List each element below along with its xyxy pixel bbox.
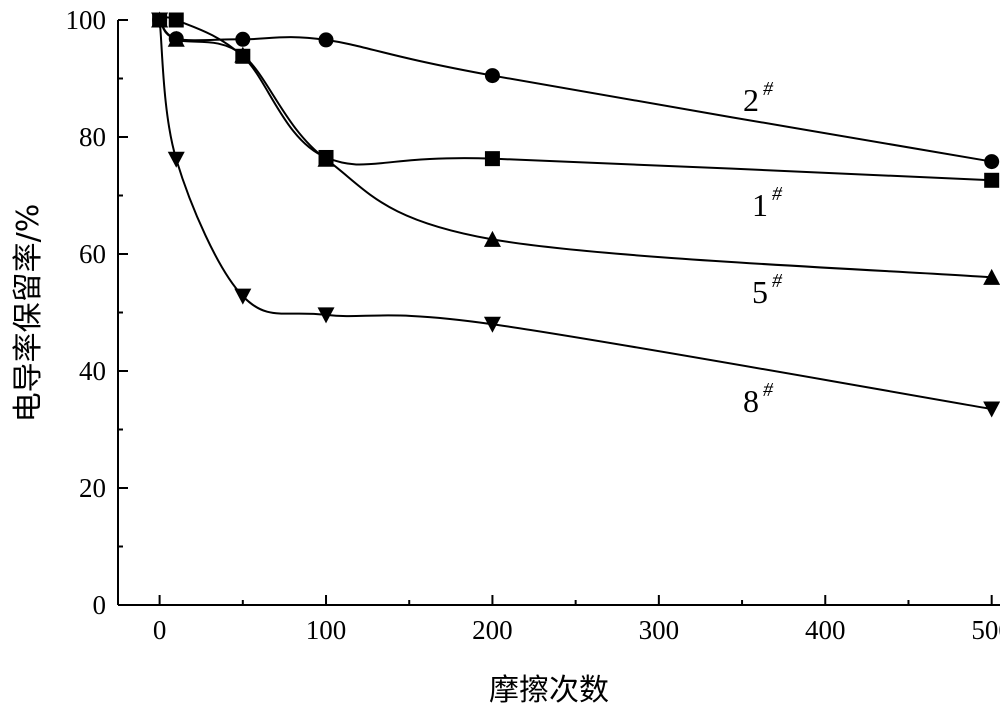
series-5-curve xyxy=(158,19,992,279)
triangle-up-marker xyxy=(983,268,1000,285)
x-tick-label: 200 xyxy=(472,615,513,645)
square-marker xyxy=(168,12,184,28)
series-1-label: 1 xyxy=(752,187,768,223)
series-2-label: 2 xyxy=(743,82,759,118)
y-axis-title: 电导率保留率/% xyxy=(11,204,46,423)
x-axis-title: 摩擦次数 xyxy=(489,673,609,708)
data-markers xyxy=(151,11,1000,418)
triangle-up-marker xyxy=(317,150,335,167)
circle-marker xyxy=(484,68,500,84)
triangle-up-marker xyxy=(483,230,501,247)
axes: 0 100 200 300 400 500 0 20 40 60 80 100 xyxy=(66,5,1000,645)
series-2-curve xyxy=(158,19,992,163)
y-tick-label: 80 xyxy=(79,122,106,152)
y-tick-label: 20 xyxy=(79,473,106,503)
x-tick-label: 0 xyxy=(153,615,167,645)
y-tick-label: 40 xyxy=(79,356,106,386)
triangle-up-marker xyxy=(167,30,185,47)
square-marker xyxy=(484,151,500,167)
x-tick-label: 500 xyxy=(971,615,1000,645)
triangle-down-marker xyxy=(151,12,169,29)
series-1-curve xyxy=(159,16,992,182)
triangle-down-marker xyxy=(234,288,252,305)
x-tick-label: 300 xyxy=(639,615,680,645)
triangle-down-marker xyxy=(483,316,501,333)
y-tick-label: 60 xyxy=(79,239,106,269)
x-tick-label: 100 xyxy=(306,615,347,645)
circle-marker xyxy=(984,154,1000,170)
series-8-label: 8 xyxy=(743,383,759,419)
series-5-label: 5 xyxy=(752,274,768,310)
series-8-label-sup: # xyxy=(763,379,774,401)
series-labels: 2 #1 #5 #8 # xyxy=(743,78,783,419)
circle-marker xyxy=(235,31,251,47)
triangle-down-marker xyxy=(983,401,1000,418)
series-1-label-sup: # xyxy=(772,183,783,205)
x-tick-label: 400 xyxy=(805,615,846,645)
fitted-curves xyxy=(158,16,992,411)
triangle-down-marker xyxy=(167,151,185,168)
y-tick-label: 0 xyxy=(93,590,107,620)
circle-marker xyxy=(318,32,334,48)
series-8-curve xyxy=(158,19,992,411)
triangle-down-marker xyxy=(317,307,335,324)
square-marker xyxy=(984,172,1000,188)
series-2-label-sup: # xyxy=(763,78,774,100)
series-5-label-sup: # xyxy=(772,270,783,292)
y-tick-label: 100 xyxy=(66,5,107,35)
triangle-up-marker xyxy=(234,46,252,63)
